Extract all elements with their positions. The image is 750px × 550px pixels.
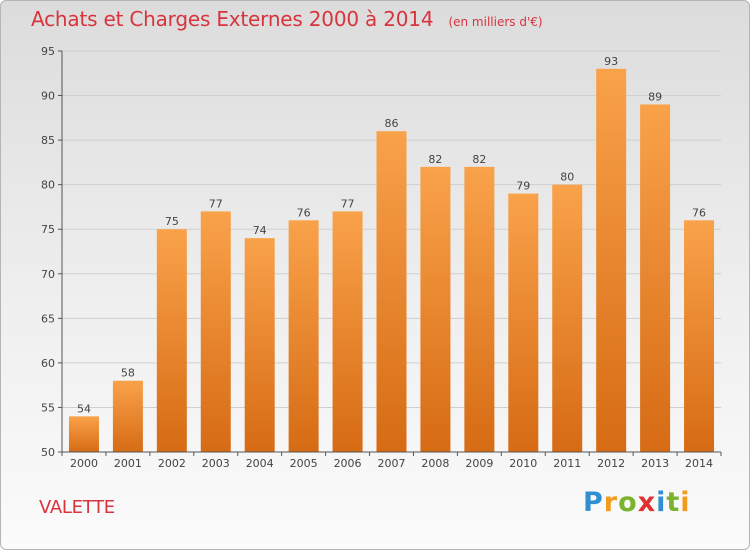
bar bbox=[508, 193, 539, 453]
x-tick-label: 2001 bbox=[114, 457, 142, 470]
logo-letter: i bbox=[656, 487, 667, 518]
x-tick-label: 2007 bbox=[378, 457, 406, 470]
labels: 50 55 60 65 70 75 80 85 90 95 54 2000 58 2001 75 2002 77… bbox=[41, 45, 713, 470]
x-tick-label: 2010 bbox=[509, 457, 537, 470]
x-tick-label: 2008 bbox=[421, 457, 449, 470]
x-tick-label: 2013 bbox=[641, 457, 669, 470]
y-tick-label: 55 bbox=[41, 401, 55, 414]
x-tick-label: 2014 bbox=[685, 457, 713, 470]
x-tick-label: 2012 bbox=[597, 457, 625, 470]
y-tick-label: 65 bbox=[41, 312, 55, 325]
bar bbox=[68, 416, 99, 452]
logo-letter: i bbox=[680, 487, 691, 518]
bar-value-label: 79 bbox=[516, 180, 530, 193]
logo-letter: x bbox=[637, 487, 657, 518]
bar bbox=[332, 211, 363, 452]
bar bbox=[640, 104, 671, 452]
y-tick-label: 80 bbox=[41, 179, 55, 192]
y-tick-label: 95 bbox=[41, 45, 55, 58]
chart-subtitle: (en milliers d'€) bbox=[448, 15, 543, 29]
x-tick-label: 2009 bbox=[465, 457, 493, 470]
y-tick-label: 70 bbox=[41, 268, 55, 281]
logo-letter: r bbox=[603, 487, 619, 518]
x-tick-label: 2006 bbox=[334, 457, 362, 470]
bars bbox=[68, 68, 715, 453]
y-tick-label: 50 bbox=[41, 446, 55, 459]
bar-value-label: 80 bbox=[560, 171, 574, 184]
y-tick-label: 75 bbox=[41, 223, 55, 236]
bar bbox=[420, 166, 451, 452]
y-tick-label: 90 bbox=[41, 90, 55, 103]
bar-value-label: 54 bbox=[77, 402, 91, 415]
chart-title: Achats et Charges Externes 2000 à 2014 bbox=[31, 7, 434, 31]
bar bbox=[684, 220, 715, 452]
proxiti-logo: Proxiti bbox=[583, 487, 691, 518]
logo-letter: P bbox=[583, 487, 604, 518]
bar-value-label: 58 bbox=[121, 367, 135, 380]
bar-value-label: 82 bbox=[428, 153, 442, 166]
x-tick-label: 2003 bbox=[202, 457, 230, 470]
bar bbox=[156, 229, 187, 452]
y-tick-label: 60 bbox=[41, 357, 55, 370]
axes bbox=[58, 50, 722, 456]
bar-value-label: 76 bbox=[297, 206, 311, 219]
x-tick-label: 2002 bbox=[158, 457, 186, 470]
bar bbox=[288, 220, 319, 452]
bar bbox=[596, 68, 627, 453]
y-tick-label: 85 bbox=[41, 134, 55, 147]
bar bbox=[376, 131, 407, 452]
x-tick-label: 2011 bbox=[553, 457, 581, 470]
bar-value-label: 75 bbox=[165, 215, 179, 228]
title-row: Achats et Charges Externes 2000 à 2014 (… bbox=[31, 7, 543, 31]
bar-value-label: 77 bbox=[209, 197, 223, 210]
bar-value-label: 76 bbox=[692, 206, 706, 219]
bar-value-label: 93 bbox=[604, 55, 618, 68]
bar bbox=[464, 166, 495, 452]
logo-letter: o bbox=[618, 487, 638, 518]
bar bbox=[112, 380, 143, 452]
bar-value-label: 89 bbox=[648, 90, 662, 103]
x-tick-label: 2005 bbox=[290, 457, 318, 470]
bar-value-label: 86 bbox=[385, 117, 399, 130]
bar-value-label: 77 bbox=[341, 197, 355, 210]
bar bbox=[200, 211, 231, 452]
logo-letter: t bbox=[666, 487, 681, 518]
x-tick-label: 2000 bbox=[70, 457, 98, 470]
x-tick-label: 2004 bbox=[246, 457, 274, 470]
bar-value-label: 82 bbox=[472, 153, 486, 166]
bar-value-label: 74 bbox=[253, 224, 267, 237]
commune-name: VALETTE bbox=[39, 497, 115, 518]
bar bbox=[552, 184, 583, 452]
bar bbox=[244, 238, 275, 452]
